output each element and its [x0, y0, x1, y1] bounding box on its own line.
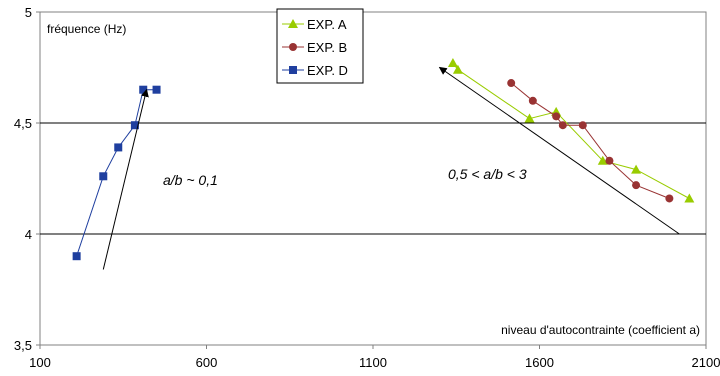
data-point: [447, 58, 458, 68]
data-point: [632, 181, 641, 190]
legend-marker: [289, 66, 297, 74]
legend-marker: [288, 19, 298, 28]
data-point: [114, 143, 123, 152]
annotations: a/b ~ 0,1 0,5 < a/b < 3: [102, 66, 680, 270]
legend-label: EXP. B: [307, 40, 347, 55]
data-point: [528, 96, 537, 105]
data-point: [665, 194, 674, 203]
annotation-arrow: [438, 66, 680, 235]
y-axis-title: fréquence (Hz): [47, 22, 126, 36]
legend: EXP. A EXP. B EXP. D: [276, 8, 364, 84]
data-point: [605, 156, 614, 165]
series-group: [72, 58, 695, 261]
series-exp-b: [507, 79, 674, 203]
data-point: [452, 64, 463, 74]
grid: [40, 122, 706, 235]
data-point: [631, 164, 642, 174]
annotation-label: a/b ~ 0,1: [163, 172, 218, 188]
data-point: [558, 121, 567, 130]
data-point: [507, 79, 516, 88]
y-tick-label: 4,5: [14, 116, 32, 131]
data-point: [130, 121, 139, 130]
x-tick-label: 1600: [525, 355, 554, 370]
data-point: [524, 113, 535, 123]
x-tick-label: 100: [29, 355, 51, 370]
legend-label: EXP. A: [307, 17, 347, 32]
annotation-arrow: [102, 88, 149, 270]
series-exp-a: [447, 58, 695, 203]
data-point: [597, 155, 608, 165]
y-tick-label: 5: [25, 5, 32, 20]
plot-area: [39, 11, 707, 346]
x-tick-label: 600: [196, 355, 218, 370]
y-tick-label: 3,5: [14, 338, 32, 353]
data-point: [152, 85, 161, 94]
y-axis-ticks: 3,5 4 4,5 5: [14, 5, 40, 353]
data-point: [578, 121, 587, 130]
data-point: [99, 172, 108, 181]
series-line-exp-b: [510, 82, 670, 199]
x-axis-ticks: 100 600 1100 1600 2100: [29, 345, 720, 370]
data-point: [684, 193, 695, 203]
x-axis-title: niveau d'autocontrainte (coefficient a): [501, 323, 700, 337]
x-tick-label: 1100: [359, 355, 387, 370]
data-point: [72, 252, 81, 261]
y-tick-label: 4: [25, 227, 32, 242]
legend-label: EXP. D: [307, 63, 348, 78]
annotation-label: 0,5 < a/b < 3: [448, 166, 527, 182]
x-tick-label: 2100: [692, 355, 720, 370]
legend-marker: [289, 43, 297, 51]
data-point: [552, 112, 561, 121]
